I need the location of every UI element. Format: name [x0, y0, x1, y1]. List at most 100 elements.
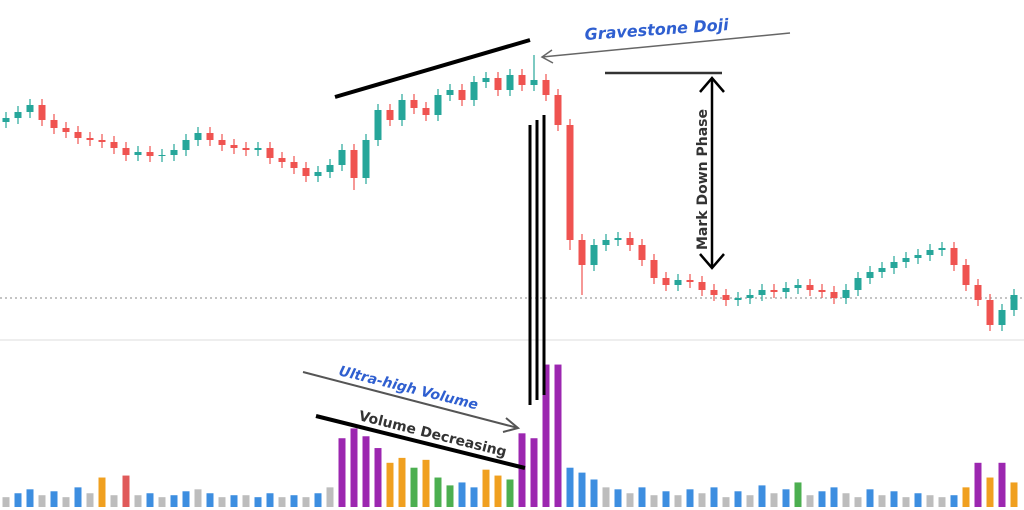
volume-bar: [926, 495, 934, 507]
volume-bar: [782, 489, 790, 507]
volume-bar: [230, 495, 238, 507]
volume-bar: [746, 495, 754, 507]
volume-bar: [818, 491, 826, 507]
candle-body: [734, 298, 742, 300]
volume-bar: [410, 467, 418, 507]
candle-body: [950, 248, 958, 265]
candle-body: [854, 278, 862, 290]
candle-body: [794, 285, 802, 288]
volume-bar: [626, 493, 634, 507]
arrow-head: [502, 417, 521, 433]
candle-body: [122, 148, 130, 155]
annotation: Mark Down Phase: [695, 109, 711, 250]
volume-bar: [866, 489, 874, 507]
volume-bar: [194, 489, 202, 507]
candle-body: [638, 245, 646, 260]
candle-body: [914, 255, 922, 258]
candle-body: [218, 140, 226, 145]
volume-bar: [554, 364, 562, 507]
annotation: Ultra-high Volume: [337, 363, 480, 413]
volume-bar: [74, 487, 82, 507]
volume-bar: [614, 489, 622, 507]
candle-body: [938, 248, 946, 250]
candle-body: [866, 272, 874, 278]
candle-body: [194, 133, 202, 140]
volume-bar: [326, 487, 334, 507]
volume-bar: [242, 495, 250, 507]
candle-body: [230, 145, 238, 148]
candle-body: [998, 310, 1006, 325]
volume-bar: [170, 495, 178, 507]
candle-body: [722, 295, 730, 300]
candle-body: [614, 238, 622, 240]
candle-body: [86, 138, 94, 140]
volume-bar: [542, 364, 550, 507]
candle-body: [182, 140, 190, 150]
volume-bar: [2, 497, 10, 507]
candle-body: [770, 290, 778, 292]
volume-bar: [842, 493, 850, 507]
volume-bar: [830, 487, 838, 507]
volume-bar: [710, 487, 718, 507]
arrow-head: [540, 49, 554, 64]
candle-body: [314, 172, 322, 176]
volume-bar: [698, 493, 706, 507]
candle-body: [110, 142, 118, 148]
candle-body: [266, 148, 274, 158]
candle-body: [170, 150, 178, 155]
trend-line: [315, 414, 526, 470]
candle-body: [746, 295, 754, 298]
candle-body: [926, 250, 934, 255]
volume-bar: [794, 482, 802, 507]
volume-bar: [254, 497, 262, 507]
volume-bar: [338, 438, 346, 507]
candle-body: [1010, 295, 1018, 310]
candle-body: [38, 105, 46, 120]
candle-body: [506, 75, 514, 90]
volume-bar: [806, 495, 814, 507]
volume-bar: [974, 462, 982, 507]
candle-body: [206, 133, 214, 140]
candle-body: [878, 268, 886, 272]
candle-body: [818, 290, 826, 292]
candle-body: [518, 75, 526, 85]
arrow-head: [699, 253, 725, 270]
candle-body: [686, 280, 694, 282]
candle-body: [302, 168, 310, 176]
candle-body: [434, 95, 442, 115]
volume-bar: [434, 477, 442, 507]
candle-body: [278, 158, 286, 162]
candle-body: [254, 148, 262, 150]
candle-body: [482, 78, 490, 82]
candle-body: [362, 140, 370, 178]
candle-body: [782, 288, 790, 292]
candle-body: [590, 245, 598, 265]
candle-body: [338, 150, 346, 165]
volume-bar: [38, 495, 46, 507]
volume-bar: [350, 428, 358, 507]
candle-body: [14, 112, 22, 118]
volume-bar: [482, 469, 490, 507]
volume-bar: [398, 457, 406, 507]
volume-bar: [110, 495, 118, 507]
candle-body: [326, 165, 334, 172]
candle-body: [50, 120, 58, 128]
marks: [0, 55, 1024, 507]
candle-body: [650, 260, 658, 278]
volume-bar: [314, 493, 322, 507]
candle-body: [386, 110, 394, 120]
candle-body: [806, 285, 814, 290]
volume-bar: [266, 493, 274, 507]
volume-bar: [518, 433, 526, 507]
candle-body: [974, 285, 982, 300]
volume-bar: [722, 497, 730, 507]
volume-bar: [602, 487, 610, 507]
volume-bar: [902, 497, 910, 507]
candle-body: [710, 290, 718, 295]
volume-bar: [206, 493, 214, 507]
candle-body: [410, 100, 418, 108]
volume-bar: [446, 485, 454, 507]
volume-bar: [1010, 482, 1018, 507]
